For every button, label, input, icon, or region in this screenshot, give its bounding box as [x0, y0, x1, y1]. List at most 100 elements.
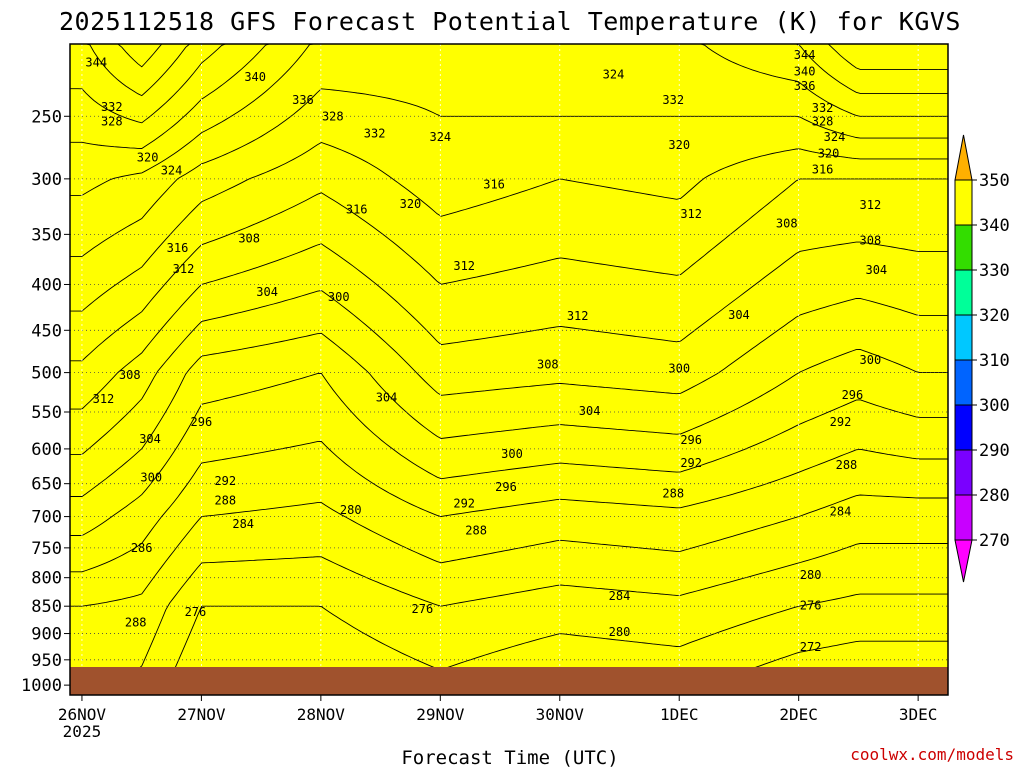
contour-label: 304 — [256, 285, 278, 299]
colorbar-label: 320 — [979, 306, 1010, 326]
y-tick-label: 500 — [31, 364, 62, 384]
chart-title: 2025112518 GFS Forecast Potential Temper… — [59, 7, 961, 36]
colorbar: 350 340 330 320 310 300 290 280 270 — [954, 134, 1010, 583]
contour-label: 328 — [101, 115, 123, 129]
contour-label: 276 — [412, 602, 434, 616]
y-tick-label: 400 — [31, 275, 62, 295]
y-tick-label: 750 — [31, 539, 62, 559]
contour-label: 308 — [537, 357, 559, 371]
contour-300K — [70, 332, 948, 497]
y-tick-label: 550 — [31, 403, 62, 423]
contour-304K — [70, 290, 948, 455]
y-tick-label: 600 — [31, 440, 62, 460]
contour-label: 304 — [139, 432, 161, 446]
contour-292K — [70, 441, 948, 573]
contour-label: 300 — [140, 471, 162, 485]
temperature-bands — [70, 44, 948, 695]
colorbar-bottom-arrow — [954, 539, 973, 583]
contour-label: 284 — [232, 517, 254, 531]
contour-label: 308 — [238, 232, 260, 246]
contour-label: 284 — [830, 504, 852, 518]
y-tick-label: 450 — [31, 321, 62, 341]
contour-label: 320 — [400, 197, 422, 211]
y-tick-label: 350 — [31, 225, 62, 245]
x-tick-label: 1DEC — [660, 705, 699, 724]
contour-label: 300 — [501, 447, 523, 461]
contour-label: 308 — [119, 368, 141, 382]
contour-label: 344 — [794, 48, 816, 62]
contour-280K — [70, 593, 948, 695]
contour-label: 336 — [794, 79, 816, 93]
colorbar-label: 350 — [979, 171, 1010, 191]
contour-label: 292 — [453, 497, 475, 511]
contour-label: 280 — [800, 568, 822, 582]
contour-label: 308 — [776, 217, 798, 231]
contour-label: 304 — [376, 390, 398, 404]
contour-label: 312 — [93, 392, 115, 406]
x-tick-label: 3DEC — [899, 705, 938, 724]
contour-label: 324 — [603, 67, 625, 81]
contour-label: 328 — [812, 115, 834, 129]
contour-label: 336 — [292, 93, 314, 107]
colorbar-swatch — [954, 449, 973, 496]
x-tick-label: 27NOV — [177, 705, 226, 724]
contour-label: 312 — [567, 309, 589, 323]
colorbar-label: 290 — [979, 441, 1010, 461]
contour-label: 316 — [812, 162, 834, 176]
contour-label: 304 — [728, 308, 750, 322]
contour-284K — [70, 543, 948, 695]
contour-label: 312 — [173, 262, 195, 276]
contour-label: 344 — [85, 55, 107, 69]
x-tick-label: 29NOV — [416, 705, 465, 724]
contour-label: 332 — [812, 101, 834, 115]
y-tick-label: 900 — [31, 625, 62, 645]
colorbar-label: 270 — [979, 531, 1010, 551]
plot-frame — [69, 43, 949, 696]
contour-label: 288 — [836, 458, 858, 472]
colorbar-swatch — [954, 224, 973, 271]
y-tick-label: 250 — [31, 107, 62, 127]
colorbar-swatch — [954, 359, 973, 406]
y-tick-label: 950 — [31, 651, 62, 671]
contour-276K — [70, 640, 948, 695]
y-tick-label: 650 — [31, 475, 62, 495]
colorbar-top-arrow — [954, 134, 973, 181]
x-tick-label: 2DEC — [779, 705, 818, 724]
contour-label: 320 — [668, 138, 690, 152]
contour-label: 288 — [465, 524, 487, 538]
x-tick-sublabel: 2025 — [63, 722, 102, 741]
contour-332K — [70, 44, 948, 124]
contour-label: 292 — [830, 415, 852, 429]
contour-label: 276 — [800, 599, 822, 613]
colorbar-label: 310 — [979, 351, 1010, 371]
contour-label: 312 — [453, 259, 475, 273]
contour-label: 316 — [346, 203, 368, 217]
contour-label: 286 — [131, 541, 153, 555]
credit-link[interactable]: coolwx.com/models — [850, 745, 1014, 764]
colorbar-label: 300 — [979, 396, 1010, 416]
contour-label: 340 — [244, 70, 266, 84]
colorbar-label: 330 — [979, 261, 1010, 281]
y-tick-label: 700 — [31, 508, 62, 528]
ground-surface — [70, 667, 948, 695]
colorbar-label: 340 — [979, 216, 1010, 236]
contour-label: 300 — [328, 290, 350, 304]
contour-label: 312 — [680, 207, 702, 221]
contour-label: 316 — [167, 241, 189, 255]
band-below-350K — [70, 44, 948, 695]
contour-328K — [70, 44, 948, 149]
contour-lines — [70, 44, 948, 695]
y-tick-label: 300 — [31, 170, 62, 190]
colorbar-label: 280 — [979, 486, 1010, 506]
contour-label: 340 — [794, 64, 816, 78]
contour-label: 296 — [191, 415, 213, 429]
contour-label: 276 — [185, 605, 207, 619]
x-tick-label: 30NOV — [536, 705, 585, 724]
colorbar-swatch — [954, 404, 973, 451]
contour-label: 304 — [865, 263, 887, 277]
contour-label: 328 — [322, 109, 344, 123]
